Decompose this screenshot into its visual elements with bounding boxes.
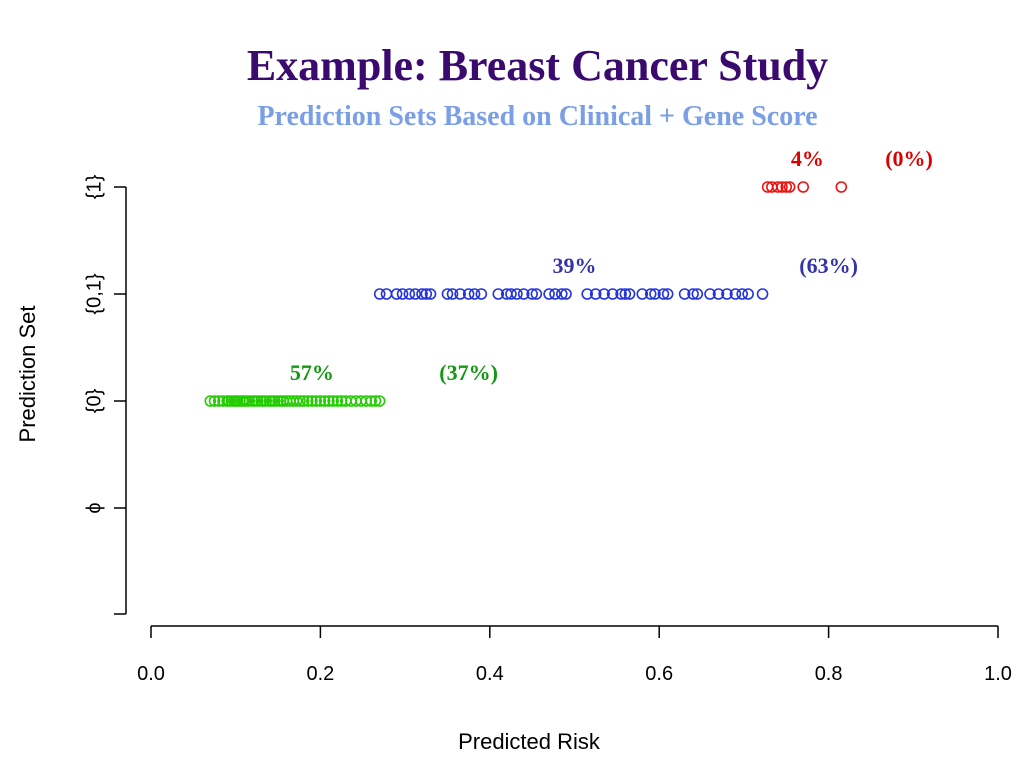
data-point xyxy=(649,288,661,300)
data-point xyxy=(511,288,523,300)
data-point xyxy=(396,288,409,300)
data-point xyxy=(530,288,543,300)
data-point xyxy=(492,288,505,300)
data-point xyxy=(373,288,386,300)
data-point xyxy=(331,395,344,407)
data-point xyxy=(644,288,657,300)
percent-annotation: 39% xyxy=(553,253,597,278)
data-point xyxy=(390,288,403,300)
data-point xyxy=(310,395,322,407)
data-point xyxy=(589,288,602,300)
data-point xyxy=(598,288,610,300)
data-point xyxy=(318,395,331,407)
data-point xyxy=(771,181,784,193)
data-point xyxy=(756,288,769,300)
data-point xyxy=(526,288,538,300)
data-point xyxy=(268,395,281,407)
data-point xyxy=(797,181,809,193)
data-point xyxy=(208,395,221,407)
data-point xyxy=(517,288,530,300)
data-point xyxy=(441,288,454,300)
data-point xyxy=(380,288,393,300)
x-tick-label: 0.0 xyxy=(137,663,165,685)
data-point xyxy=(365,395,378,407)
data-point xyxy=(623,288,636,300)
data-point xyxy=(403,288,416,300)
x-tick-label: 0.6 xyxy=(645,663,673,685)
data-point xyxy=(373,395,386,407)
data-point xyxy=(742,288,754,300)
slide-subtitle: Prediction Sets Based on Clinical + Gene… xyxy=(257,101,818,132)
y-tick-label: ϕ xyxy=(83,502,105,513)
x-tick-label: 1.0 xyxy=(984,663,1012,685)
x-tick-label: 0.2 xyxy=(306,663,334,685)
data-point xyxy=(543,288,555,300)
data-point xyxy=(581,288,594,300)
data-point xyxy=(721,288,733,300)
data-point xyxy=(615,288,627,300)
data-point xyxy=(468,288,481,300)
data-point xyxy=(243,395,256,407)
x-axis-title: Predicted Risk xyxy=(458,729,601,754)
data-point xyxy=(736,288,749,300)
data-point xyxy=(657,288,670,300)
data-point xyxy=(217,395,229,407)
data-point xyxy=(835,181,848,193)
data-point xyxy=(560,288,572,300)
percent-annotation: 57% xyxy=(290,360,334,385)
percent-annotation: (63%) xyxy=(799,253,858,278)
data-point xyxy=(409,288,422,300)
data-point xyxy=(712,288,725,300)
data-point xyxy=(260,395,272,407)
data-point xyxy=(290,395,303,407)
data-point xyxy=(301,395,314,407)
data-point xyxy=(687,288,699,300)
y-axis-title: Prediction Set xyxy=(15,306,40,443)
data-point xyxy=(661,288,674,300)
data-point xyxy=(369,395,382,407)
data-point xyxy=(783,181,796,193)
data-point xyxy=(314,395,327,407)
data-point xyxy=(691,288,704,300)
data-point xyxy=(555,288,568,300)
data-point xyxy=(294,395,306,407)
data-point xyxy=(462,288,475,300)
x-tick-label: 0.4 xyxy=(476,663,504,685)
data-point xyxy=(327,395,339,407)
slide-title: Example: Breast Cancer Study xyxy=(246,41,829,90)
data-point xyxy=(424,288,437,300)
data-point xyxy=(204,395,217,407)
percent-annotation: 4% xyxy=(791,146,824,171)
y-tick-label: {1} xyxy=(83,174,105,199)
data-point xyxy=(416,288,428,300)
data-point xyxy=(549,288,561,300)
data-point xyxy=(446,288,459,300)
data-point xyxy=(306,395,318,407)
y-tick-label: {0,1} xyxy=(83,273,105,314)
x-tick-label: 0.8 xyxy=(815,663,843,685)
data-point xyxy=(776,181,788,193)
data-point xyxy=(454,288,466,300)
data-point xyxy=(729,288,742,300)
data-point xyxy=(780,181,793,193)
data-point xyxy=(606,288,619,300)
data-point xyxy=(619,288,632,300)
data-point xyxy=(420,288,433,300)
data-point xyxy=(678,288,691,300)
data-point xyxy=(251,395,264,407)
data-point xyxy=(505,288,517,300)
percent-annotation: (37%) xyxy=(439,360,498,385)
data-point xyxy=(323,395,335,407)
data-point xyxy=(297,395,310,407)
data-point xyxy=(636,288,649,300)
percent-annotation: (0%) xyxy=(885,146,933,171)
data-point xyxy=(704,288,716,300)
y-tick-label: {0} xyxy=(83,388,105,413)
data-point xyxy=(475,288,488,300)
